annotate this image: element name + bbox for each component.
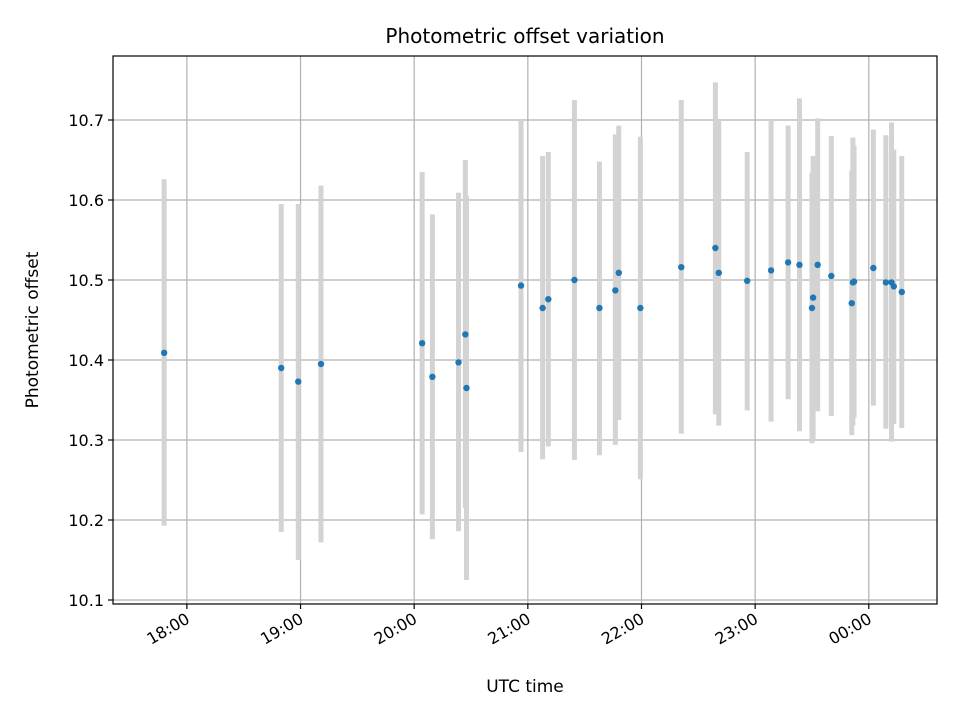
x-axis-title: UTC time [486, 677, 564, 697]
x-tick-label: 22:00 [598, 609, 647, 649]
data-point [890, 283, 898, 290]
tick-layer: 18:00 19:00 20:00 21:00 22:00 23:00 00:00 10.1 1… [68, 111, 874, 649]
data-point [898, 288, 905, 296]
y-tick-label: 10.5 [68, 271, 104, 290]
data-point [809, 294, 817, 301]
data-point [571, 276, 578, 284]
x-tick-label: 20:00 [371, 609, 420, 649]
data-point [712, 244, 719, 252]
data-point [743, 277, 751, 284]
data-point [784, 259, 792, 266]
data-point [808, 304, 816, 312]
data-point [767, 267, 775, 274]
y-tick-label: 10.4 [68, 351, 104, 370]
data-point [295, 378, 302, 385]
data-point [539, 304, 546, 312]
data-point [596, 304, 603, 312]
data-point [848, 300, 855, 307]
plot-frame [112, 55, 938, 605]
data-point [463, 384, 470, 392]
y-tick-label: 10.6 [68, 191, 104, 210]
x-tick-label: 19:00 [257, 609, 306, 649]
data-point [828, 272, 835, 280]
y-tick-label: 10.3 [68, 431, 104, 450]
x-tick-label: 18:00 [143, 609, 192, 649]
errorbar-layer [161, 82, 905, 580]
data-point [462, 331, 469, 338]
y-tick-label: 10.7 [68, 111, 104, 130]
point-layer [160, 244, 905, 392]
data-point [615, 269, 622, 276]
data-point [545, 296, 552, 303]
data-point [715, 269, 722, 276]
data-point [612, 287, 619, 294]
x-tick-label: 00:00 [825, 609, 874, 649]
y-tick-label: 10.1 [68, 591, 104, 610]
y-axis-title: Photometric offset [23, 251, 43, 408]
x-tick-label: 23:00 [712, 609, 761, 649]
data-point [870, 264, 877, 272]
data-point [455, 359, 462, 366]
chart-title: Photometric offset variation [385, 24, 664, 48]
data-point [160, 349, 168, 356]
data-point [278, 364, 285, 372]
data-point [814, 261, 821, 268]
data-point [418, 340, 426, 347]
x-tick-label: 21:00 [484, 609, 533, 649]
data-point [850, 278, 858, 285]
y-tick-label: 10.2 [68, 511, 104, 530]
data-point [637, 304, 644, 312]
data-point [429, 373, 436, 380]
data-point [317, 360, 325, 368]
data-point [882, 279, 890, 286]
data-point [517, 282, 525, 289]
data-point [678, 264, 685, 271]
data-point [796, 261, 803, 268]
